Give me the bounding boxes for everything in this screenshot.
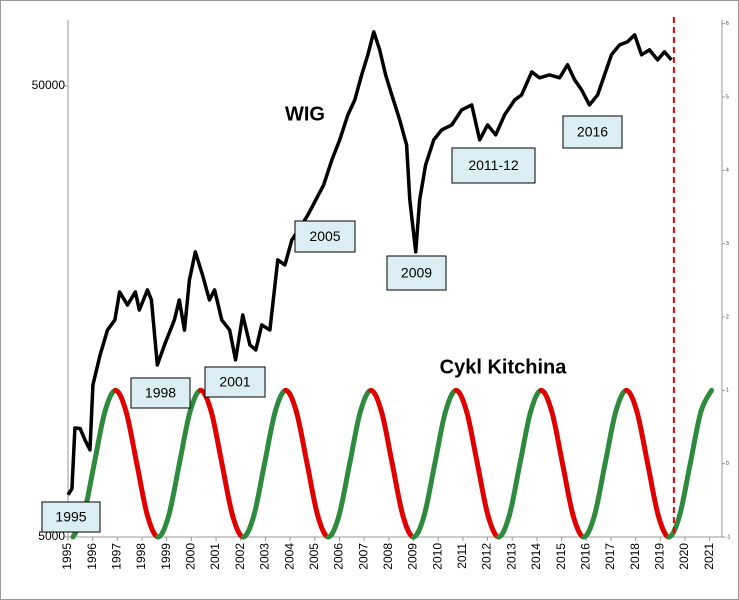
cycle-segment [123, 409, 140, 467]
x-tick-label: 2017 [603, 543, 617, 570]
cycle-segment [432, 409, 448, 467]
cycle-segment [538, 387, 555, 415]
annotation: 2016 [577, 124, 608, 140]
cycle-segment [517, 409, 534, 467]
cycle-segment [496, 513, 512, 540]
x-tick-label: 1997 [110, 543, 124, 570]
cycle-segment [379, 409, 395, 467]
cycle-segment [464, 409, 480, 467]
annotation-box [451, 147, 536, 184]
x-tick-label: 2013 [504, 543, 518, 570]
wig-line [66, 30, 673, 496]
cycle-segment [506, 461, 523, 519]
annotation: 2005 [309, 228, 340, 244]
annotation-box [41, 501, 101, 533]
x-tick-label: 1996 [85, 543, 99, 570]
x-tick-label: 2018 [628, 543, 642, 570]
x-tick-label: 2002 [233, 543, 247, 570]
cycle-segment [293, 409, 310, 467]
cycle-segment [560, 461, 576, 519]
x-tick-label: 1998 [134, 543, 148, 570]
cycle-segment [251, 461, 268, 519]
x-tick-label: 2012 [480, 543, 494, 570]
cycle-segment [134, 461, 150, 519]
x-tick-label: 2010 [430, 543, 444, 570]
x-tick-label: 2003 [258, 543, 272, 570]
annotation: 2001 [219, 374, 250, 390]
annotation-box [294, 220, 356, 253]
cycle-segment [645, 461, 661, 519]
annotation: 2011-12 [468, 157, 519, 173]
y-tick-label: 5000 [38, 529, 65, 543]
x-tick-label: 2004 [282, 543, 296, 570]
cycle-segment [208, 409, 225, 467]
cycle-segment [155, 513, 172, 540]
annotation-box [130, 377, 191, 409]
cycle-segment [336, 461, 353, 519]
x-tick-label: 1999 [159, 543, 173, 570]
cycle-segment [421, 461, 438, 519]
y2-tick-label: -1 [726, 534, 731, 540]
cycle-segment [176, 409, 193, 467]
cycle-segment [347, 409, 363, 467]
annotation-box [204, 366, 266, 398]
x-tick-label: 2011 [455, 543, 469, 569]
x-tick-label: 2015 [554, 543, 568, 570]
cycle-segment [591, 461, 608, 519]
cycle-segment [687, 409, 704, 467]
x-tick-label: 2007 [356, 543, 370, 570]
cycle-segment [581, 513, 597, 540]
y2-tick-label: 4 [726, 168, 729, 174]
y-tick-label: 50000 [32, 78, 66, 92]
annotation-box [562, 115, 623, 149]
x-tick-label: 2008 [381, 543, 395, 570]
annotation: 1998 [145, 385, 176, 401]
cycle-segment [368, 387, 385, 415]
annotation: 2009 [401, 265, 432, 281]
cycle-segment [262, 409, 278, 467]
cycle-segment [166, 461, 182, 519]
cycle-segment [474, 461, 491, 519]
cycle-segment [389, 461, 406, 519]
annotation: 1995 [55, 509, 86, 525]
x-tick-label: 2009 [406, 543, 420, 570]
cycle-segment [219, 461, 236, 519]
y2-tick-label: 6 [726, 21, 729, 27]
cycle-segment [304, 461, 321, 519]
cycle-segment [634, 409, 651, 467]
cycle-segment [602, 409, 619, 467]
x-tick-label: 2000 [184, 543, 198, 570]
y2-tick-label: 1 [726, 388, 729, 394]
cycle-segment [240, 513, 257, 540]
x-tick-label: 2005 [307, 543, 321, 570]
cycle-segment [325, 513, 342, 540]
cycle-segment [411, 513, 427, 540]
cycle-segment [91, 409, 108, 467]
y2-tick-label: 3 [726, 241, 729, 247]
x-tick-label: 2001 [208, 543, 222, 570]
y2-tick-label: 5 [726, 94, 729, 100]
cycle-segment [677, 461, 693, 519]
annotation-box [386, 255, 447, 291]
cycle-segment [623, 387, 640, 415]
x-tick-label: 2021 [702, 543, 716, 570]
cycle-segment [453, 387, 470, 415]
x-tick-label: 2019 [652, 543, 666, 570]
cycle-segment [113, 387, 129, 415]
cycle-segment [283, 387, 299, 415]
x-tick-label: 2006 [332, 543, 346, 570]
y2-tick-label: 0 [726, 461, 729, 467]
series-label: Cykl Kitchina [440, 356, 568, 378]
series-label: WIG [285, 103, 325, 125]
x-tick-label: 1995 [60, 543, 74, 570]
x-tick-label: 2020 [677, 543, 691, 570]
x-tick-label: 2014 [529, 543, 543, 570]
y2-tick-label: 2 [726, 314, 729, 320]
cycle-segment [698, 387, 715, 415]
x-tick-label: 2016 [578, 543, 592, 570]
cycle-segment [549, 409, 566, 467]
